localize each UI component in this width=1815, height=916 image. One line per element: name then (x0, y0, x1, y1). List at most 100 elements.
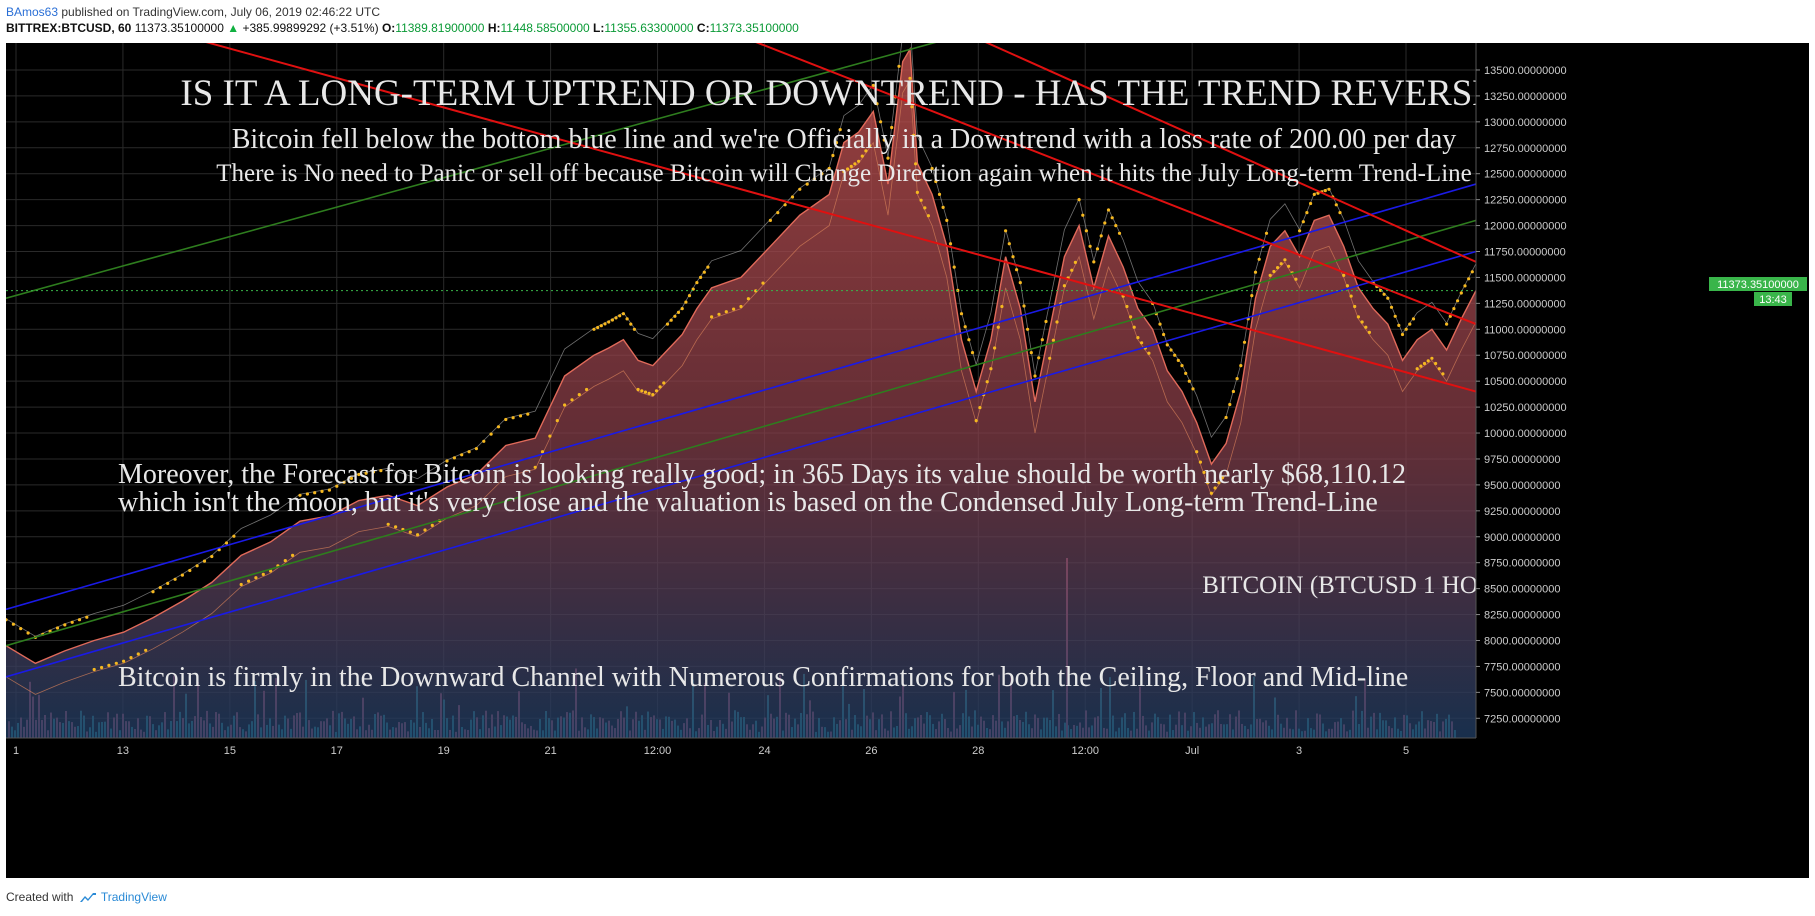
sar-dot (643, 390, 648, 394)
sar-dot (55, 626, 60, 630)
sar-dot (1180, 364, 1184, 368)
sar-dot (1242, 340, 1247, 344)
sar-dot (1004, 229, 1008, 233)
sar-dot (320, 489, 324, 493)
sar-dot (1309, 201, 1313, 206)
sar-dot (849, 164, 853, 168)
sar-dot (1132, 325, 1136, 329)
sar-dot (746, 297, 751, 301)
sar-dot (1393, 314, 1397, 318)
sar-dot (585, 387, 589, 392)
sar-dot (599, 324, 603, 328)
y-tick-label: 13500.00000000 (1484, 65, 1567, 77)
high-value: 11448.58500000 (500, 21, 590, 35)
sar-dot (224, 541, 229, 545)
sar-dot (1338, 211, 1342, 215)
sar-dot (761, 281, 765, 285)
sar-dot (1187, 379, 1191, 383)
price-area-fill (6, 49, 1476, 738)
last-price: 11373.35100000 (134, 21, 224, 35)
sar-dot (820, 172, 824, 176)
sar-dot (853, 162, 857, 166)
x-tick-label: 17 (331, 745, 343, 757)
y-tick-label: 12500.00000000 (1484, 169, 1567, 181)
y-tick-label: 7500.00000000 (1484, 687, 1560, 699)
y-axis[interactable]: 13500.00000000 13250.00000000 13000.000000… (1475, 43, 1809, 878)
sar-dot (577, 393, 581, 397)
sar-dot (1386, 296, 1390, 300)
sar-dot (1147, 351, 1151, 355)
sar-dot (408, 530, 412, 534)
sar-dot (1294, 277, 1298, 281)
sar-dot (614, 316, 618, 320)
headline-text: IS IT A LONG-TERM UPTREND OR DOWNTREND -… (180, 73, 1521, 114)
low-label: L: (593, 21, 605, 35)
sar-dot (1007, 242, 1011, 246)
sar-dot (1228, 402, 1232, 407)
current-price-tag: 11373.35100000 (1717, 279, 1799, 291)
sar-dot (298, 493, 302, 497)
sar-dot (908, 76, 912, 80)
sar-dot (732, 307, 736, 311)
sar-dot (1400, 332, 1405, 337)
sar-dot (930, 166, 934, 171)
sar-dot (1110, 216, 1114, 220)
sar-dot (910, 105, 914, 109)
sar-dot (6, 618, 8, 622)
sar-dot (739, 304, 743, 309)
sar-dot (1088, 244, 1092, 248)
sar-dot (776, 211, 780, 215)
sar-dot (1220, 476, 1224, 480)
sar-dot (467, 450, 471, 454)
sar-dot (1235, 377, 1239, 381)
sar-dot (1026, 327, 1030, 331)
sar-dot (1397, 323, 1401, 327)
sar-dot (1268, 273, 1272, 277)
author-link[interactable]: BAmos63 (6, 5, 59, 19)
y-tick-label: 7250.00000000 (1484, 713, 1560, 725)
sar-dot (1081, 213, 1085, 217)
annotation-line1: Bitcoin fell below the bottom blue line … (232, 124, 1457, 155)
sar-dot (1239, 364, 1243, 368)
sar-dot (195, 564, 199, 568)
sar-dot (669, 318, 673, 322)
sar-dot (706, 265, 710, 269)
sar-dot (1415, 367, 1419, 371)
sar-dot (941, 205, 945, 209)
x-tick-label: Jul (1185, 745, 1199, 757)
sar-dot (1463, 284, 1467, 288)
sar-dot (754, 289, 758, 293)
y-axis-bg (1476, 43, 1809, 878)
sar-dot (504, 417, 508, 422)
x-axis[interactable]: 1 13 15 17 19 21 12:00 24 26 28 12:00 Jul 3 5 (6, 737, 1476, 757)
chart-area[interactable]: IS IT A LONG-TERM UPTREND OR DOWNTREND -… (6, 43, 1809, 878)
x-tick-label: 1 (13, 745, 19, 757)
sar-dot (1092, 260, 1096, 264)
x-tick-label: 28 (972, 745, 984, 757)
x-tick-label: 15 (224, 745, 236, 757)
tradingview-link[interactable]: TradingView (100, 890, 167, 904)
sar-dot (963, 325, 967, 329)
sar-dot (261, 572, 265, 577)
green-trend-line (6, 43, 937, 299)
price-chart[interactable]: IS IT A LONG-TERM UPTREND OR DOWNTREND -… (6, 43, 1809, 878)
sar-dot (665, 322, 670, 326)
sar-dot (1125, 304, 1129, 309)
y-tick-label: 8500.00000000 (1484, 584, 1560, 596)
sar-dot (357, 472, 361, 477)
sar-dot (1018, 281, 1022, 285)
sar-dot (1419, 364, 1423, 368)
sar-dot (327, 488, 331, 492)
sar-dot (533, 465, 537, 469)
sar-dot (1136, 336, 1140, 340)
sar-dot (1367, 330, 1371, 334)
sar-dot (1287, 264, 1291, 268)
sar-dot (926, 214, 931, 218)
sar-dot (684, 300, 688, 304)
sar-dot (1095, 247, 1100, 251)
sar-dot (812, 177, 817, 181)
sar-dot (996, 325, 1000, 329)
sar-dot (1202, 470, 1206, 474)
sar-dot (379, 469, 383, 473)
sar-dot (70, 620, 74, 624)
